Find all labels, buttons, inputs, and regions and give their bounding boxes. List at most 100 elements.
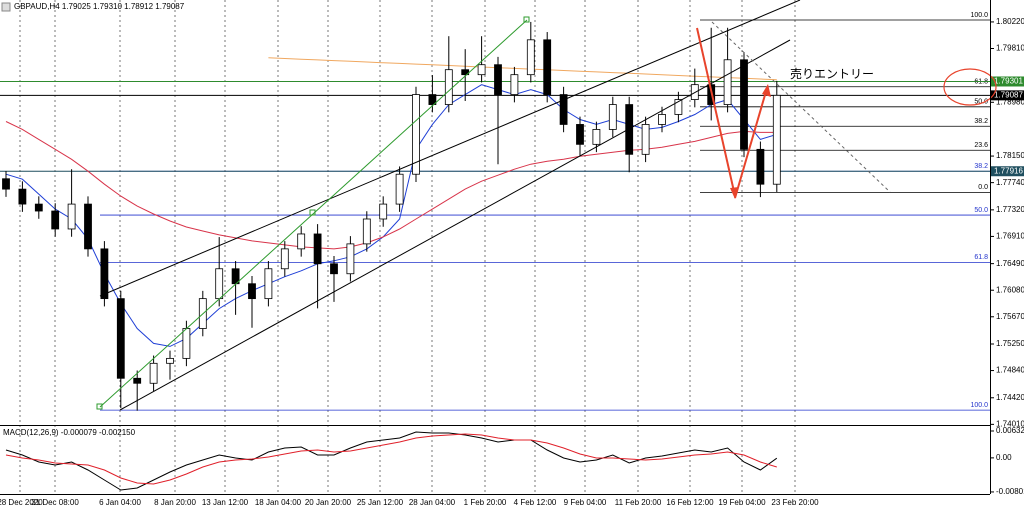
candle-body [330, 263, 338, 275]
candle-body [444, 69, 453, 105]
candle-body [494, 64, 502, 95]
y-tick-label: 1.76490 [996, 259, 1024, 268]
price-label: 1.79087 [994, 90, 1023, 99]
price-label: 1.77916 [994, 166, 1023, 175]
y-tick-label: 1.74010 [996, 419, 1024, 428]
candle-body [723, 59, 732, 105]
candle-body [674, 99, 683, 115]
anchor [96, 403, 103, 410]
candle-body [641, 124, 650, 155]
y-tick-label: -0.008015 [996, 487, 1024, 496]
candle-body [658, 114, 666, 125]
anchor [523, 16, 530, 23]
anchor [309, 209, 316, 216]
price-label-box [991, 90, 1024, 101]
candle-body [297, 233, 306, 250]
x-tick-label: 23 Feb 20:00 [771, 498, 819, 507]
x-tick-label: 4 Feb 12:00 [514, 498, 557, 507]
candle-body [379, 203, 388, 220]
x-tick-label: 25 Jan 12:00 [357, 498, 404, 507]
arrow [696, 27, 736, 197]
fib-label: 61.8 [974, 254, 988, 261]
candle-body [182, 328, 191, 359]
x-tick-label: 31 Dec 08:00 [31, 498, 79, 507]
candle-body [100, 248, 109, 300]
fib-label: 38.2 [974, 118, 988, 125]
x-tick-label: 6 Jan 04:00 [99, 498, 141, 507]
candle-body [740, 59, 748, 150]
candle-body [395, 173, 404, 205]
fib-label: 38.2 [974, 163, 988, 170]
candle-body [51, 210, 60, 230]
x-tick-label: 8 Jan 20:00 [154, 498, 196, 507]
candle-body [67, 203, 76, 230]
y-tick-label: 0.006327 [996, 426, 1024, 435]
x-tick-label: 20 Jan 20:00 [305, 498, 352, 507]
candle-body [2, 178, 10, 190]
x-tick-label: 16 Feb 12:00 [666, 498, 714, 507]
candle-body [116, 298, 125, 379]
y-tick-label: 1.77740 [996, 178, 1024, 187]
y-tick-label: 1.76910 [996, 232, 1024, 241]
fib-diagonal [99, 19, 528, 408]
candle-body [543, 39, 552, 95]
candle-body [215, 268, 224, 300]
candle-body [313, 233, 322, 265]
candle-body [362, 218, 371, 245]
fib-label: 100.0 [970, 402, 988, 409]
price-label-box [991, 166, 1024, 177]
annotation: 売りエントリー [790, 66, 874, 81]
y-tick-label: 1.77320 [996, 205, 1024, 214]
candle-body [412, 94, 420, 175]
x-tick-label: 28 Dec 2020 [0, 498, 43, 507]
fib-label: 23.6 [974, 142, 988, 149]
channel-line [119, 39, 791, 411]
indicator-line [268, 57, 777, 81]
y-tick-label: 1.75670 [996, 312, 1024, 321]
x-tick-label: 28 Jan 04:00 [409, 498, 456, 507]
indicator-line [5, 433, 777, 485]
symbol-icon [1, 2, 11, 12]
candle-body [346, 243, 355, 275]
candle-body [576, 124, 584, 145]
x-tick-label: 13 Jan 12:00 [202, 498, 249, 507]
candle-body [608, 104, 617, 130]
x-tick-label: 1 Feb 20:00 [464, 498, 507, 507]
candle-body [84, 203, 92, 250]
candle-body [428, 94, 437, 105]
x-tick-label: 18 Jan 04:00 [255, 498, 302, 507]
indicator-line [5, 431, 778, 491]
candle-body [592, 129, 601, 145]
y-tick-label: 1.78150 [996, 151, 1024, 160]
arrow-head [762, 84, 771, 97]
candle-body [559, 94, 568, 125]
y-tick-label: 1.74420 [996, 393, 1024, 402]
candle-body [625, 104, 634, 155]
macd-title: MACD(12,26,9) -0.000079 -0.002150 [3, 428, 136, 437]
candle-body [133, 377, 142, 384]
dashed-trend [711, 21, 891, 193]
candle-body [772, 94, 781, 185]
arrow [734, 87, 768, 199]
candle-body [477, 64, 486, 76]
candle-body [526, 39, 535, 76]
candle-body [510, 74, 519, 95]
y-tick-label: 1.78980 [996, 97, 1024, 106]
candle-body [34, 203, 43, 212]
candle-body [280, 248, 289, 270]
y-tick-label: 1.75250 [996, 339, 1024, 348]
candle-body [264, 268, 273, 300]
fib-label: 50.0 [974, 207, 988, 214]
candle-body [756, 148, 765, 185]
x-tick-label: 9 Feb 04:00 [564, 498, 607, 507]
fib-label: 100.0 [970, 12, 988, 19]
y-tick-label: 1.79810 [996, 44, 1024, 53]
price-label-box [991, 76, 1024, 87]
fib-label: 0.0 [978, 184, 988, 191]
candle-body [248, 283, 256, 300]
y-tick-label: 1.74840 [996, 366, 1024, 375]
x-tick-label: 19 Feb 04:00 [718, 498, 766, 507]
price-label: 1.79301 [994, 77, 1023, 86]
